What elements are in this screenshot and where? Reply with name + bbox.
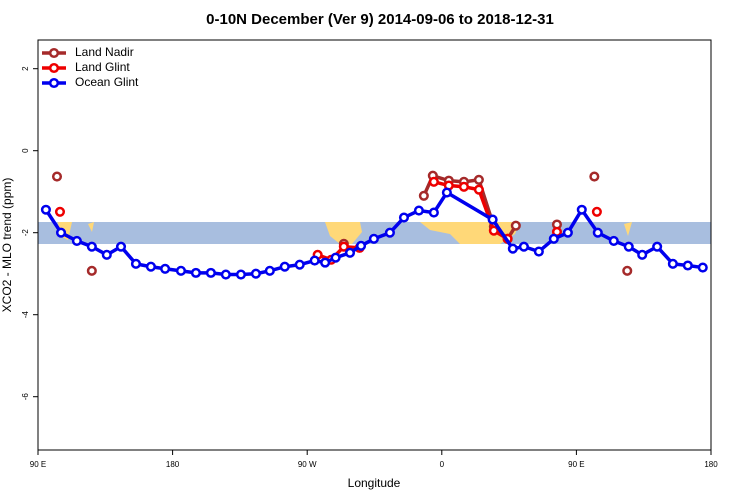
chart-title: 0-10N December (Ver 9) 2014-09-06 to 201… — [206, 11, 554, 28]
data-point — [591, 206, 602, 217]
data-point — [250, 268, 261, 279]
x-tick-label: 180 — [704, 460, 718, 469]
data-point — [652, 241, 663, 252]
x-tick-label: 180 — [166, 460, 180, 469]
x-tick-label: 90 E — [30, 460, 46, 469]
data-point — [622, 265, 633, 276]
data-point — [175, 265, 187, 276]
y-tick-label: -4 — [21, 311, 30, 319]
x-tick-label: 90 E — [568, 460, 584, 469]
data-point — [51, 171, 63, 182]
data-point — [55, 227, 67, 238]
data-point — [86, 241, 97, 252]
y-tick-label: -6 — [21, 393, 30, 401]
data-point — [428, 176, 439, 187]
data-point — [510, 220, 521, 231]
data-point — [160, 263, 171, 274]
data-point — [205, 267, 216, 278]
legend-marker — [48, 77, 60, 89]
data-point — [330, 252, 341, 263]
data-point — [355, 240, 367, 251]
data-point — [309, 255, 320, 266]
data-point — [320, 257, 331, 268]
data-point — [130, 258, 142, 269]
data-point — [384, 227, 395, 238]
y-tick-label: -2 — [21, 229, 30, 237]
y-tick-label: 0 — [21, 148, 30, 153]
data-point — [86, 265, 97, 276]
x-tick-label: 90 W — [298, 460, 317, 469]
data-point — [235, 269, 246, 280]
data-point — [682, 260, 693, 271]
data-point — [101, 249, 112, 260]
data-point — [637, 249, 648, 260]
data-point — [344, 247, 356, 258]
x-axis-label: Longitude — [348, 476, 401, 490]
data-point — [576, 204, 587, 215]
legend-label: Land Nadir — [75, 45, 134, 59]
data-point — [398, 212, 410, 223]
data-point — [592, 227, 603, 238]
data-point — [507, 243, 518, 254]
data-point — [264, 265, 275, 276]
y-tick-label: 2 — [21, 66, 30, 71]
data-point — [473, 174, 484, 185]
data-point — [190, 267, 201, 278]
data-point — [548, 233, 559, 244]
x-tick-label: 0 — [440, 460, 445, 469]
data-point — [279, 261, 290, 272]
legend-label: Ocean Glint — [75, 75, 139, 89]
legend-label: Land Glint — [75, 60, 130, 74]
data-point — [623, 241, 634, 252]
data-point — [473, 184, 484, 195]
data-point — [458, 181, 469, 192]
data-point — [488, 225, 499, 236]
data-point — [428, 207, 439, 218]
y-axis-label: XCO2 - MLO trend (ppm) — [0, 178, 14, 313]
data-point — [220, 269, 231, 280]
legend-marker — [48, 62, 60, 74]
data-point — [338, 241, 349, 252]
data-point — [562, 227, 573, 238]
data-point — [418, 190, 429, 201]
data-point — [71, 235, 82, 246]
data-point — [54, 206, 66, 217]
data-point — [589, 171, 600, 182]
data-point — [294, 259, 305, 270]
data-point — [145, 261, 156, 272]
data-point — [533, 246, 544, 257]
data-point — [40, 204, 51, 215]
data-point — [697, 262, 708, 273]
data-point — [368, 233, 379, 244]
legend-marker — [48, 47, 60, 59]
plot-frame — [37, 39, 712, 451]
data-point — [608, 235, 619, 246]
data-point — [487, 214, 498, 225]
data-point — [441, 187, 452, 198]
data-point — [518, 241, 529, 252]
data-point — [115, 241, 127, 252]
data-point — [667, 258, 678, 269]
data-point — [413, 205, 424, 216]
